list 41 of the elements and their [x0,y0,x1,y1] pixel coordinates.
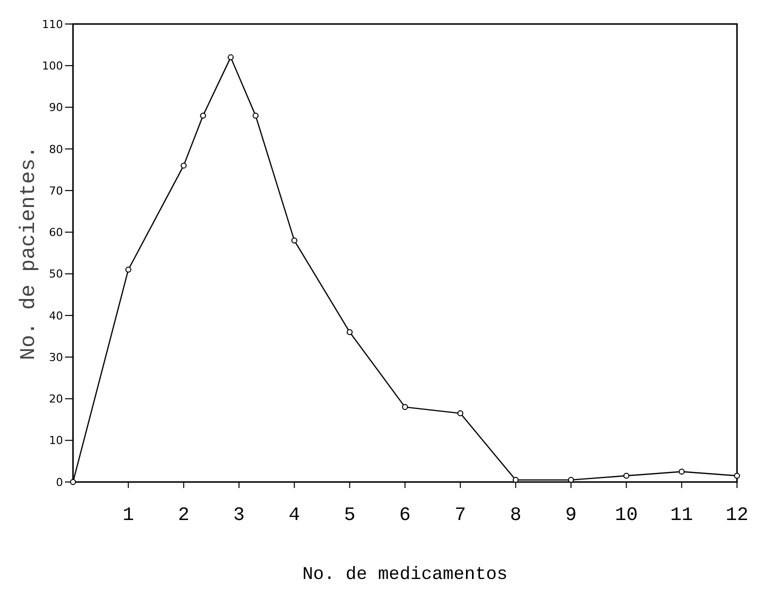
y-tick-label: 10 [49,434,63,448]
x-tick-label: 5 [344,504,356,526]
x-tick-label: 1 [122,504,134,526]
y-tick-label: 20 [49,392,63,406]
y-tick-label: 50 [49,268,63,281]
point [346,329,353,336]
y-axis-title: No. de pacientes. [18,146,41,360]
point [180,162,187,169]
y-tick-label: 110 [42,18,63,31]
y-tick-label: 30 [49,350,63,364]
x-tick-label: 9 [565,504,577,526]
y-tick-label: 70 [49,184,63,198]
point [125,266,132,273]
point [623,472,630,479]
point [512,476,519,483]
point [678,468,685,475]
x-tick-label: 11 [670,504,694,526]
x-tick-label: 4 [288,504,300,526]
x-axis-title: No. de medicamentos [302,565,508,585]
x-tick-label: 10 [614,504,638,526]
y-tick-label: 60 [49,226,63,240]
y-tick-label: 0 [56,476,63,489]
point [291,238,298,244]
point [70,479,76,485]
x-tick-label: 6 [399,504,411,526]
x-tick-label: 8 [510,504,522,526]
x-tick-label: 12 [726,504,748,526]
point [457,410,464,416]
point [734,472,740,479]
point [200,112,206,119]
x-tick-label: 7 [454,504,466,526]
point [568,476,574,483]
y-tick-label: 40 [49,309,63,322]
x-tick-label: 2 [178,504,190,526]
point [228,54,234,60]
x-tick-label: 3 [233,504,245,526]
y-tick-label: 90 [49,101,63,114]
point [252,112,259,119]
y-tick-label: 80 [49,142,63,156]
y-tick-label: 100 [42,59,63,72]
point [402,404,408,410]
